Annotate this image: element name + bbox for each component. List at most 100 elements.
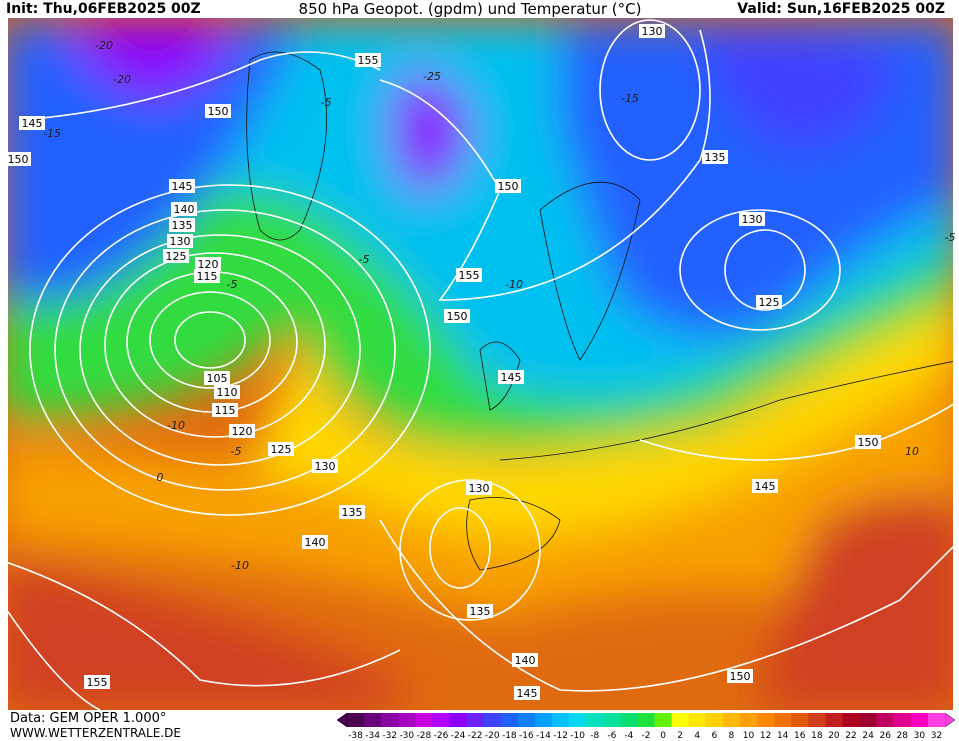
- contour-label: 130: [642, 25, 663, 38]
- geopotential-contours: [8, 19, 953, 710]
- data-source: Data: GEM OPER 1.000°: [10, 711, 167, 726]
- contour-label: 150: [8, 153, 29, 166]
- colorbar-label: -24: [451, 731, 466, 741]
- colorbar-label: 32: [931, 731, 942, 741]
- contour-label-box: [339, 505, 365, 519]
- colorbar-swatch: [552, 713, 570, 727]
- contour-label-box: [855, 435, 881, 449]
- contour-label: 110: [217, 386, 238, 399]
- colorbar-swatch: [466, 713, 484, 727]
- contour-label: 115: [197, 270, 218, 283]
- colorbar-swatch: [500, 713, 519, 727]
- colorbar-swatch: [893, 713, 912, 727]
- contour-label-box: [466, 481, 492, 495]
- contour-label-box: [756, 295, 782, 309]
- contour-label: 120: [198, 258, 219, 271]
- colorbar-arrow-low: [336, 712, 348, 728]
- colorbar-swatch: [432, 713, 450, 727]
- init-time: Init: Thu,06FEB2025 00Z: [6, 1, 201, 17]
- colorbar-swatch: [415, 713, 433, 727]
- contour-label-box: [205, 104, 231, 118]
- website: WWW.WETTERZENTRALE.DE: [10, 726, 181, 740]
- colorbar-label: -26: [434, 731, 449, 741]
- contour-label-box: [514, 686, 540, 700]
- colorbar-label: 18: [811, 731, 823, 741]
- colorbar-label: -12: [553, 731, 568, 741]
- contour-label: 125: [166, 250, 187, 263]
- colorbar-swatch: [859, 713, 877, 727]
- map-title: 850 hPa Geopot. (gpdm) und Temperatur (°…: [298, 0, 642, 18]
- colorbar-label: 0: [660, 731, 666, 741]
- colorbar-swatch: [705, 713, 724, 727]
- temperature-label: -5: [227, 278, 238, 291]
- temperature-label: -20: [113, 73, 131, 86]
- contour-label: 150: [730, 670, 751, 683]
- contour-label-box: [169, 218, 195, 232]
- colorbar-label: -28: [417, 731, 432, 741]
- colorbar-label: 20: [828, 731, 840, 741]
- colorbar-swatch: [449, 713, 467, 727]
- contour-label-box: [163, 249, 189, 263]
- contour-label-box: [498, 370, 524, 384]
- colorbar-swatch: [808, 713, 826, 727]
- colorbar-swatch: [534, 713, 553, 727]
- colorbar-label: 8: [729, 731, 735, 741]
- colorbar-label: 6: [711, 731, 717, 741]
- colorbar-label: 2: [677, 731, 683, 741]
- temperature-label: -5: [231, 445, 242, 458]
- colorbar-label: -34: [365, 731, 380, 741]
- colorbar: -38 -34 -32 -30 -28 -26 -24 -22 -20 -18 -16 -14 -12-…: [336, 712, 956, 741]
- colorbar-label: 24: [862, 731, 874, 741]
- colorbar-label: 30: [914, 731, 926, 741]
- contour-label: 150: [498, 180, 519, 193]
- contour-label: 130: [469, 482, 490, 495]
- contour-label: 135: [172, 219, 193, 232]
- colorbar-swatch: [825, 713, 843, 727]
- colorbar-label: -14: [536, 731, 551, 741]
- contour-label-box: [727, 669, 753, 683]
- colorbar-swatch: [620, 713, 638, 727]
- colorbar-label: 10: [743, 731, 755, 741]
- contour-label: 130: [742, 213, 763, 226]
- contour-label-box: [702, 150, 728, 164]
- temperature-label: -5: [321, 96, 332, 109]
- colorbar-label: 22: [845, 731, 856, 741]
- contour-label-box: [19, 116, 45, 130]
- colorbar-swatch: [688, 713, 707, 727]
- colorbar-swatch: [739, 713, 758, 727]
- contour-label: 155: [87, 676, 108, 689]
- contour-label: 145: [22, 117, 43, 130]
- contour-label: 140: [515, 654, 536, 667]
- colorbar-label: 4: [694, 731, 700, 741]
- contour-label-box: [268, 442, 294, 456]
- contour-label: 135: [342, 506, 363, 519]
- contour-label-box: [752, 479, 778, 493]
- contour-label: 150: [208, 105, 229, 118]
- contour-label-box: [467, 604, 493, 618]
- colorbar-swatch: [381, 713, 399, 727]
- colorbar-label: -6: [607, 731, 616, 741]
- colorbar-label: -30: [399, 731, 414, 741]
- temperature-label: -25: [423, 70, 441, 83]
- colorbar-swatch: [517, 713, 536, 727]
- contour-label: 145: [755, 480, 776, 493]
- colorbar-swatch: [842, 713, 860, 727]
- contour-label-box: [302, 535, 328, 549]
- contour-label-box: [495, 179, 521, 193]
- colorbar-swatch: [347, 713, 365, 727]
- contour-label: 125: [759, 296, 780, 309]
- contour-label-box: [84, 675, 110, 689]
- contour-label-box: [312, 459, 338, 473]
- colorbar-swatch: [722, 713, 741, 727]
- contour-label: 115: [215, 404, 236, 417]
- colorbar-swatch: [483, 713, 502, 727]
- contour-label-box: [512, 653, 538, 667]
- contour-label: 130: [315, 460, 336, 473]
- contour-label: 125: [271, 443, 292, 456]
- colorbar-label: -10: [570, 731, 585, 741]
- colorbar-swatch: [927, 713, 946, 727]
- colorbar-label: -8: [590, 731, 599, 741]
- colorbar-label: 16: [794, 731, 806, 741]
